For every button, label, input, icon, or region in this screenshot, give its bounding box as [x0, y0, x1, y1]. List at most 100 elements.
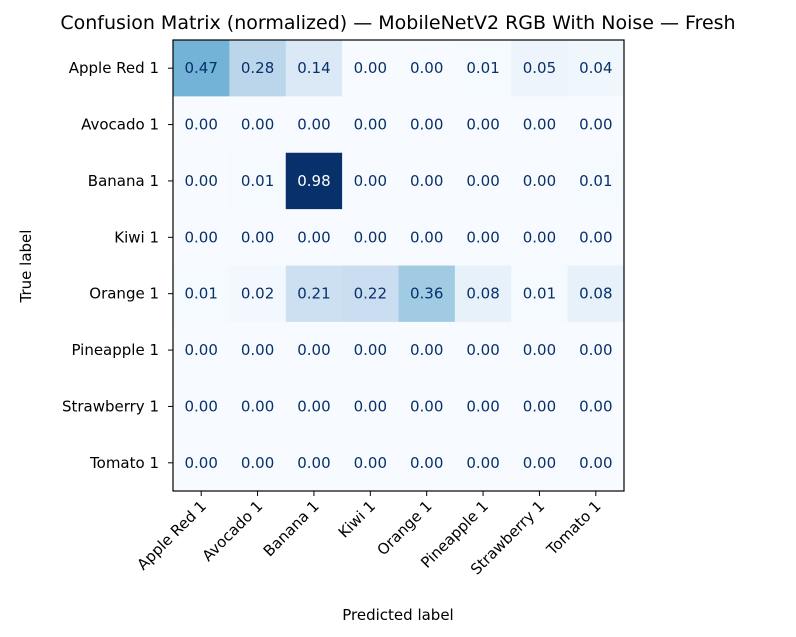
heatmap-cell — [398, 265, 456, 323]
cell-value-label: 0.00 — [466, 228, 499, 246]
cell-value-label: 0.00 — [297, 397, 330, 415]
cell-value-label: 0.08 — [579, 285, 612, 303]
heatmap-cell — [567, 40, 625, 97]
cell-value-label: 0.01 — [241, 172, 274, 190]
cell-value-label: 0.00 — [410, 116, 443, 134]
y-axis-label: True label — [17, 230, 35, 304]
cell-value-label: 0.00 — [184, 116, 217, 134]
y-tick-label: Pineapple 1 — [71, 341, 159, 359]
x-tick-label: Tomato 1 — [542, 497, 604, 559]
heatmap-cell — [398, 152, 456, 210]
cell-value-label: 0.14 — [297, 59, 330, 77]
cell-value-label: 0.00 — [241, 397, 274, 415]
heatmap-cell — [454, 209, 512, 266]
heatmap-cell — [454, 378, 512, 436]
cell-value-label: 0.00 — [579, 397, 612, 415]
cell-value-label: 0.00 — [579, 341, 612, 359]
heatmap-cell — [342, 378, 399, 436]
heatmap-cell — [285, 378, 343, 436]
cell-value-label: 0.00 — [184, 172, 217, 190]
heatmap-cell — [285, 40, 343, 97]
cell-value-label: 0.00 — [466, 116, 499, 134]
heatmap-cell — [511, 434, 569, 492]
heatmap-cell — [285, 209, 343, 266]
x-tick-label: Avocado 1 — [199, 497, 267, 565]
heatmap-cell — [285, 96, 343, 154]
heatmap-cell — [342, 265, 399, 323]
y-tick-label: Orange 1 — [89, 285, 159, 303]
cell-value-label: 0.02 — [241, 285, 274, 303]
heatmap-cell — [285, 321, 343, 379]
cell-value-label: 0.00 — [354, 172, 387, 190]
heatmap-cell — [398, 209, 456, 266]
heatmap-cell — [342, 152, 399, 210]
cell-value-label: 0.00 — [579, 116, 612, 134]
cell-value-label: 0.00 — [354, 454, 387, 472]
heatmap-cell — [173, 434, 230, 492]
heatmap-cell — [454, 152, 512, 210]
heatmap-cell — [342, 209, 399, 266]
cell-value-label: 0.00 — [354, 116, 387, 134]
heatmap-cell — [229, 378, 287, 436]
cell-value-label: 0.00 — [241, 228, 274, 246]
cell-value-label: 0.00 — [354, 397, 387, 415]
cell-value-label: 0.98 — [297, 172, 330, 190]
cell-value-label: 0.00 — [523, 397, 556, 415]
heatmap-cell — [229, 434, 287, 492]
cell-value-label: 0.00 — [354, 228, 387, 246]
heatmap-cell — [511, 209, 569, 266]
cell-value-label: 0.47 — [184, 59, 217, 77]
heatmap-cell — [454, 321, 512, 379]
cell-value-labels: 0.47 0.28 0.14 0.00 0.00 0.01 0.05 0.04 0.00 0.00… — [184, 59, 612, 472]
cell-value-label: 0.00 — [579, 228, 612, 246]
cell-value-label: 0.00 — [466, 341, 499, 359]
cell-value-label: 0.08 — [466, 285, 499, 303]
heatmap-cell — [342, 96, 399, 154]
cell-value-label: 0.00 — [523, 172, 556, 190]
cell-value-label: 0.00 — [241, 116, 274, 134]
cell-value-label: 0.01 — [523, 285, 556, 303]
cell-value-label: 0.01 — [579, 172, 612, 190]
heatmap-cell — [173, 96, 230, 154]
heatmap-cell — [173, 152, 230, 210]
heatmap-cell — [398, 321, 456, 379]
heatmap-cell — [567, 152, 625, 210]
heatmap-cell — [398, 96, 456, 154]
heatmap-cell — [173, 265, 230, 323]
cell-value-label: 0.00 — [523, 116, 556, 134]
cell-value-label: 0.00 — [410, 397, 443, 415]
y-tick-label: Tomato 1 — [89, 454, 159, 472]
cell-value-label: 0.00 — [354, 59, 387, 77]
heatmap-cell — [229, 321, 287, 379]
heatmap-cell — [229, 265, 287, 323]
heatmap-cell — [342, 40, 399, 97]
heatmap-cell — [567, 434, 625, 492]
cell-value-label: 0.00 — [466, 454, 499, 472]
heatmap-cell — [342, 321, 399, 379]
heatmap-cell — [511, 152, 569, 210]
cell-value-label: 0.00 — [410, 454, 443, 472]
cell-value-label: 0.00 — [241, 454, 274, 472]
y-tick-label: Strawberry 1 — [62, 397, 159, 415]
heatmap-cell — [173, 209, 230, 266]
heatmap-cell — [285, 434, 343, 492]
heatmap-cell — [398, 434, 456, 492]
cell-value-label: 0.00 — [184, 341, 217, 359]
heatmap-cell — [342, 434, 399, 492]
heatmap-cell — [567, 378, 625, 436]
y-tick-label: Banana 1 — [88, 172, 159, 190]
heatmap-cell — [511, 96, 569, 154]
cell-value-label: 0.00 — [410, 172, 443, 190]
heatmap-cell — [511, 40, 569, 97]
heatmap-cell — [173, 321, 230, 379]
cell-value-label: 0.00 — [297, 228, 330, 246]
cell-value-label: 0.00 — [297, 454, 330, 472]
cell-value-label: 0.01 — [466, 59, 499, 77]
cell-value-label: 0.00 — [297, 341, 330, 359]
cell-value-label: 0.00 — [354, 341, 387, 359]
y-tick-label: Kiwi 1 — [114, 228, 159, 246]
heatmap-cell — [398, 40, 456, 97]
cell-value-label: 0.00 — [523, 454, 556, 472]
cell-value-label: 0.28 — [241, 59, 274, 77]
